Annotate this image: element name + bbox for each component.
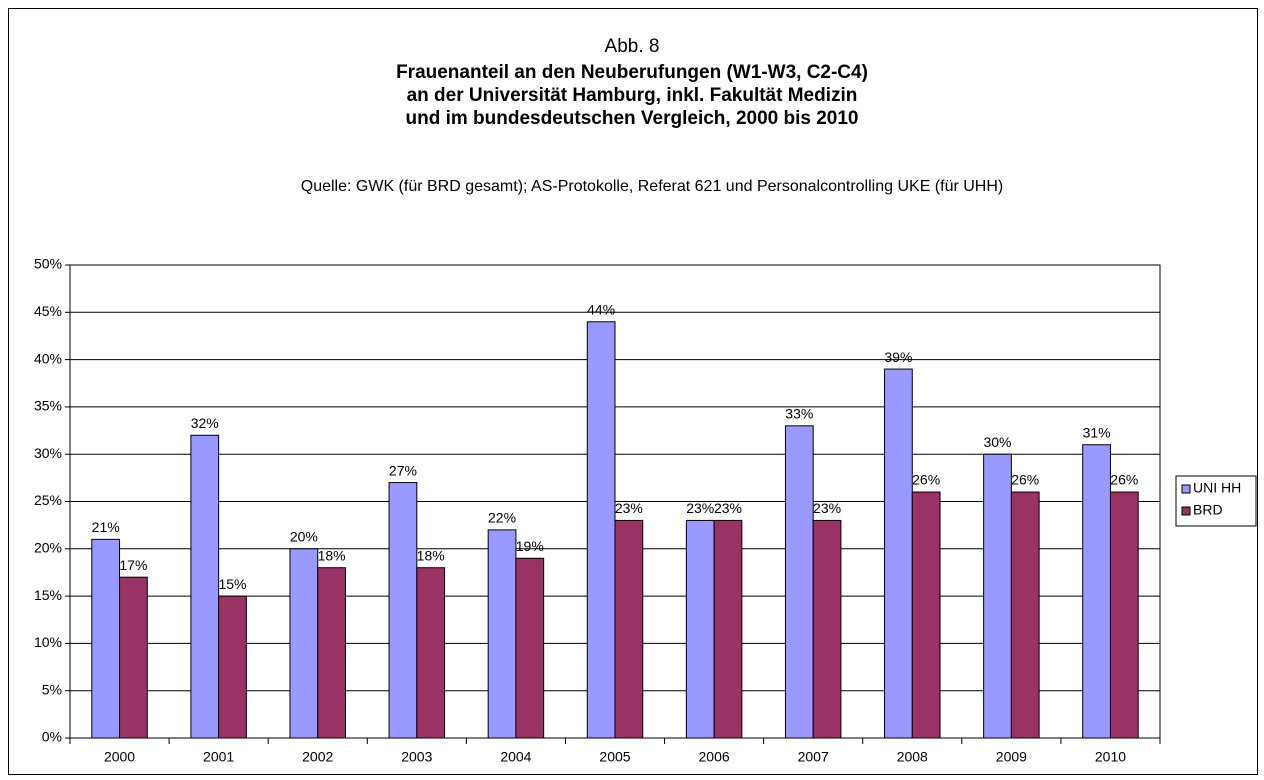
y-tick-label: 45%	[34, 303, 62, 319]
x-tick-label: 2006	[699, 749, 730, 765]
value-label: 26%	[1011, 472, 1039, 488]
chart-title: Abb. 8	[605, 36, 660, 57]
value-label: 18%	[417, 547, 445, 563]
value-label: 23%	[615, 500, 643, 516]
x-tick-label: 2010	[1095, 749, 1126, 765]
legend-label: BRD	[1193, 502, 1223, 518]
value-label: 39%	[884, 349, 912, 365]
value-label: 44%	[587, 301, 615, 317]
y-tick-label: 40%	[34, 350, 62, 366]
value-label: 30%	[983, 434, 1011, 450]
bar	[713, 519, 743, 739]
y-tick-label: 30%	[34, 445, 62, 461]
value-label: 23%	[714, 500, 742, 516]
legend-box	[1175, 475, 1257, 527]
y-tick-label: 10%	[34, 634, 62, 650]
value-label: 23%	[813, 500, 841, 516]
value-label: 31%	[1083, 424, 1111, 440]
value-label: 18%	[318, 547, 346, 563]
x-tick-label: 2009	[996, 749, 1027, 765]
value-label: 33%	[785, 406, 813, 422]
bar	[317, 567, 346, 739]
y-tick-label: 20%	[34, 540, 62, 556]
value-label: 26%	[912, 472, 940, 488]
legend-label: UNI HH	[1193, 480, 1241, 496]
x-tick-label: 2005	[599, 749, 630, 765]
value-label: 19%	[516, 538, 544, 554]
bar	[218, 595, 247, 739]
x-tick-label: 2000	[104, 749, 135, 765]
value-label: 26%	[1110, 472, 1138, 488]
value-label: 32%	[191, 415, 219, 431]
value-label: 23%	[686, 500, 714, 516]
value-label: 20%	[290, 529, 318, 545]
value-label: 22%	[488, 510, 516, 526]
source-note: Quelle: GWK (für BRD gesamt); AS-Protoko…	[301, 178, 1004, 195]
y-tick-label: 25%	[34, 492, 62, 508]
bar	[487, 529, 517, 739]
y-tick-label: 15%	[34, 587, 62, 603]
bar	[1010, 491, 1040, 739]
bar	[515, 557, 545, 739]
bar	[784, 425, 814, 739]
value-label: 27%	[389, 462, 417, 478]
x-tick-label: 2002	[302, 749, 333, 765]
y-tick-label: 0%	[42, 729, 62, 745]
y-tick-label: 50%	[34, 256, 62, 272]
chart-subtitle: Frauenanteil an den Neuberufungen (W1-W3…	[396, 62, 868, 83]
value-label: 17%	[119, 557, 147, 573]
bar	[586, 321, 616, 739]
bar	[983, 453, 1012, 739]
y-tick-label: 35%	[34, 398, 62, 414]
bar	[1109, 491, 1139, 739]
x-tick-label: 2008	[897, 749, 928, 765]
bar	[1082, 444, 1111, 739]
x-tick-label: 2001	[203, 749, 234, 765]
bar	[884, 368, 913, 739]
bar	[685, 519, 715, 739]
legend-swatch	[1181, 506, 1191, 516]
bar	[388, 482, 418, 739]
bar	[289, 548, 319, 739]
bar	[91, 538, 121, 739]
bar	[812, 519, 842, 739]
bar	[614, 519, 644, 739]
value-label: 21%	[92, 519, 120, 535]
y-tick-label: 5%	[42, 681, 62, 697]
x-tick-label: 2003	[401, 749, 432, 765]
value-label: 15%	[218, 576, 246, 592]
bar	[190, 434, 220, 739]
chart-subtitle: und im bundesdeutschen Vergleich, 2000 b…	[406, 108, 859, 129]
bar	[911, 491, 941, 739]
bar	[416, 567, 446, 739]
legend-swatch	[1181, 484, 1191, 494]
x-tick-label: 2004	[500, 749, 531, 765]
bar	[119, 576, 148, 739]
chart-subtitle: an der Universität Hamburg, inkl. Fakult…	[407, 85, 858, 106]
x-tick-label: 2007	[798, 749, 829, 765]
